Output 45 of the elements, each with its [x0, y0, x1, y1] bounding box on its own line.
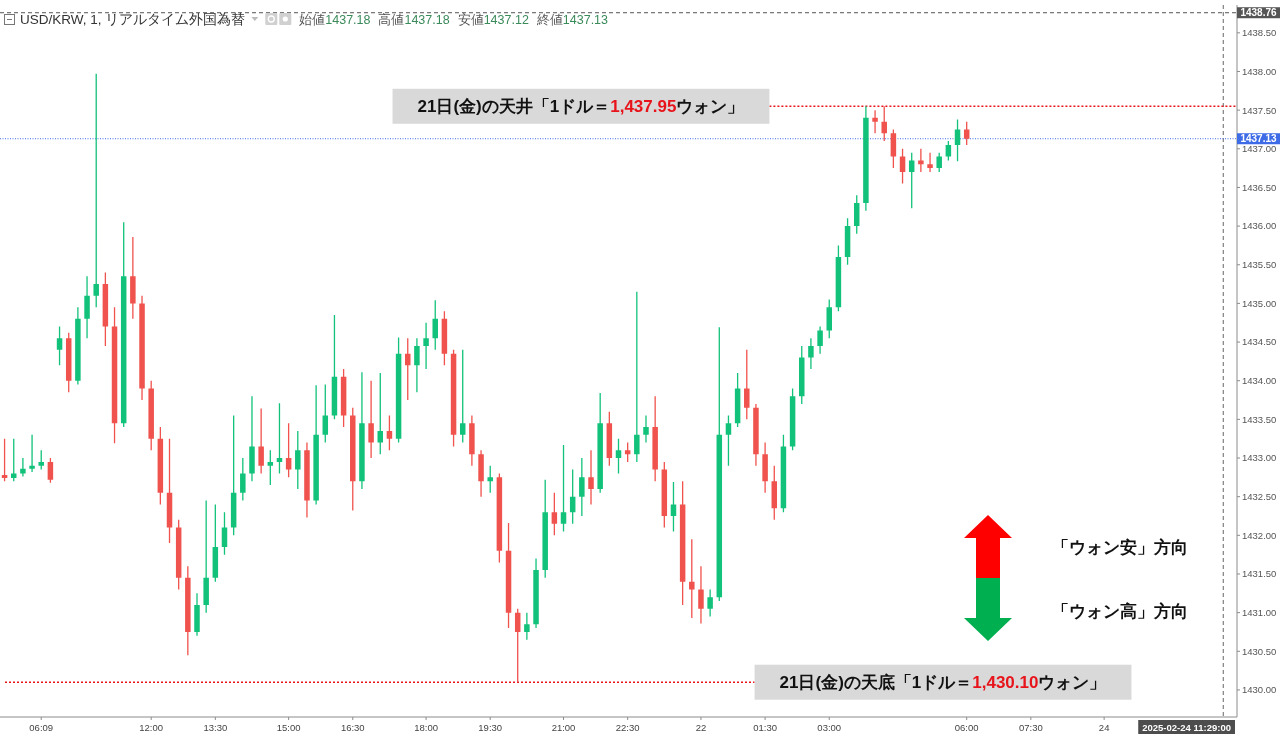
y-tick-label: 1430.00 — [1242, 684, 1277, 696]
y-tick-label: 1436.50 — [1242, 181, 1277, 193]
y-tick-label: 1434.50 — [1242, 336, 1277, 348]
y-tick-label: 1434.00 — [1242, 375, 1277, 387]
x-tick-label: 22:30 — [615, 721, 640, 733]
chart-title: USD/KRW, 1, リアルタイム外国為替 — [20, 12, 246, 27]
y-tick-label: 1430.50 — [1242, 645, 1277, 657]
y-tick-label: 1431.00 — [1242, 607, 1277, 619]
x-tick-label: 24 — [1098, 721, 1110, 733]
y-tick-label: 1432.00 — [1242, 529, 1277, 541]
x-tick-label: 12:00 — [139, 721, 164, 733]
x-tick-label: 21:00 — [551, 721, 576, 733]
x-tick-label: 03:00 — [817, 721, 842, 733]
ref-line-label: 21日(金)の天底「1ドル＝1,430.10ウォン」 — [779, 673, 1107, 693]
ref-line-label: 1437.13 — [1240, 133, 1278, 145]
y-tick-label: 1435.00 — [1242, 297, 1277, 309]
x-tick-label: 2025-02-24 11:29:00 — [1142, 721, 1231, 733]
x-tick-label: 06:09 — [29, 721, 54, 733]
annotation: 「ウォン安」方向 — [1052, 538, 1188, 556]
y-tick-label: 1438.00 — [1242, 65, 1277, 77]
ref-line-label: 21日(金)の天井「1ドル＝1,437.95ウォン」 — [417, 97, 745, 117]
y-tick-label: 1431.50 — [1242, 568, 1277, 580]
y-tick-label: 1433.50 — [1242, 413, 1277, 425]
y-tick-label: 1433.00 — [1242, 452, 1277, 464]
x-tick-label: 01:30 — [753, 721, 777, 733]
y-tick-label: 1437.50 — [1242, 104, 1277, 116]
annotation: 安値1437.12 — [457, 12, 529, 27]
ref-line-label: 1438.76 — [1240, 7, 1278, 19]
annotation: 「ウォン高」方向 — [1052, 602, 1188, 620]
y-tick-label: 1437.00 — [1242, 143, 1277, 155]
x-tick-label: 22 — [695, 721, 707, 733]
x-tick-label: 18:00 — [414, 721, 438, 733]
x-tick-label: 15:00 — [276, 721, 301, 733]
y-tick-label: 1432.50 — [1242, 491, 1277, 503]
annotation: 始値1437.18 — [299, 13, 371, 27]
x-tick-label: 13:30 — [203, 721, 228, 733]
y-tick-label: 1436.00 — [1242, 220, 1277, 232]
y-tick-label: 1435.50 — [1242, 259, 1277, 271]
x-tick-label: 16:30 — [340, 721, 365, 733]
y-tick-label: 1438.50 — [1242, 27, 1277, 39]
annotation: 終値1437.13 — [535, 13, 609, 27]
x-tick-label: 07:30 — [1018, 721, 1043, 733]
x-tick-label: 06:00 — [954, 721, 979, 733]
x-tick-label: 19:30 — [478, 721, 503, 733]
annotation: 高値1437.18 — [378, 12, 450, 27]
